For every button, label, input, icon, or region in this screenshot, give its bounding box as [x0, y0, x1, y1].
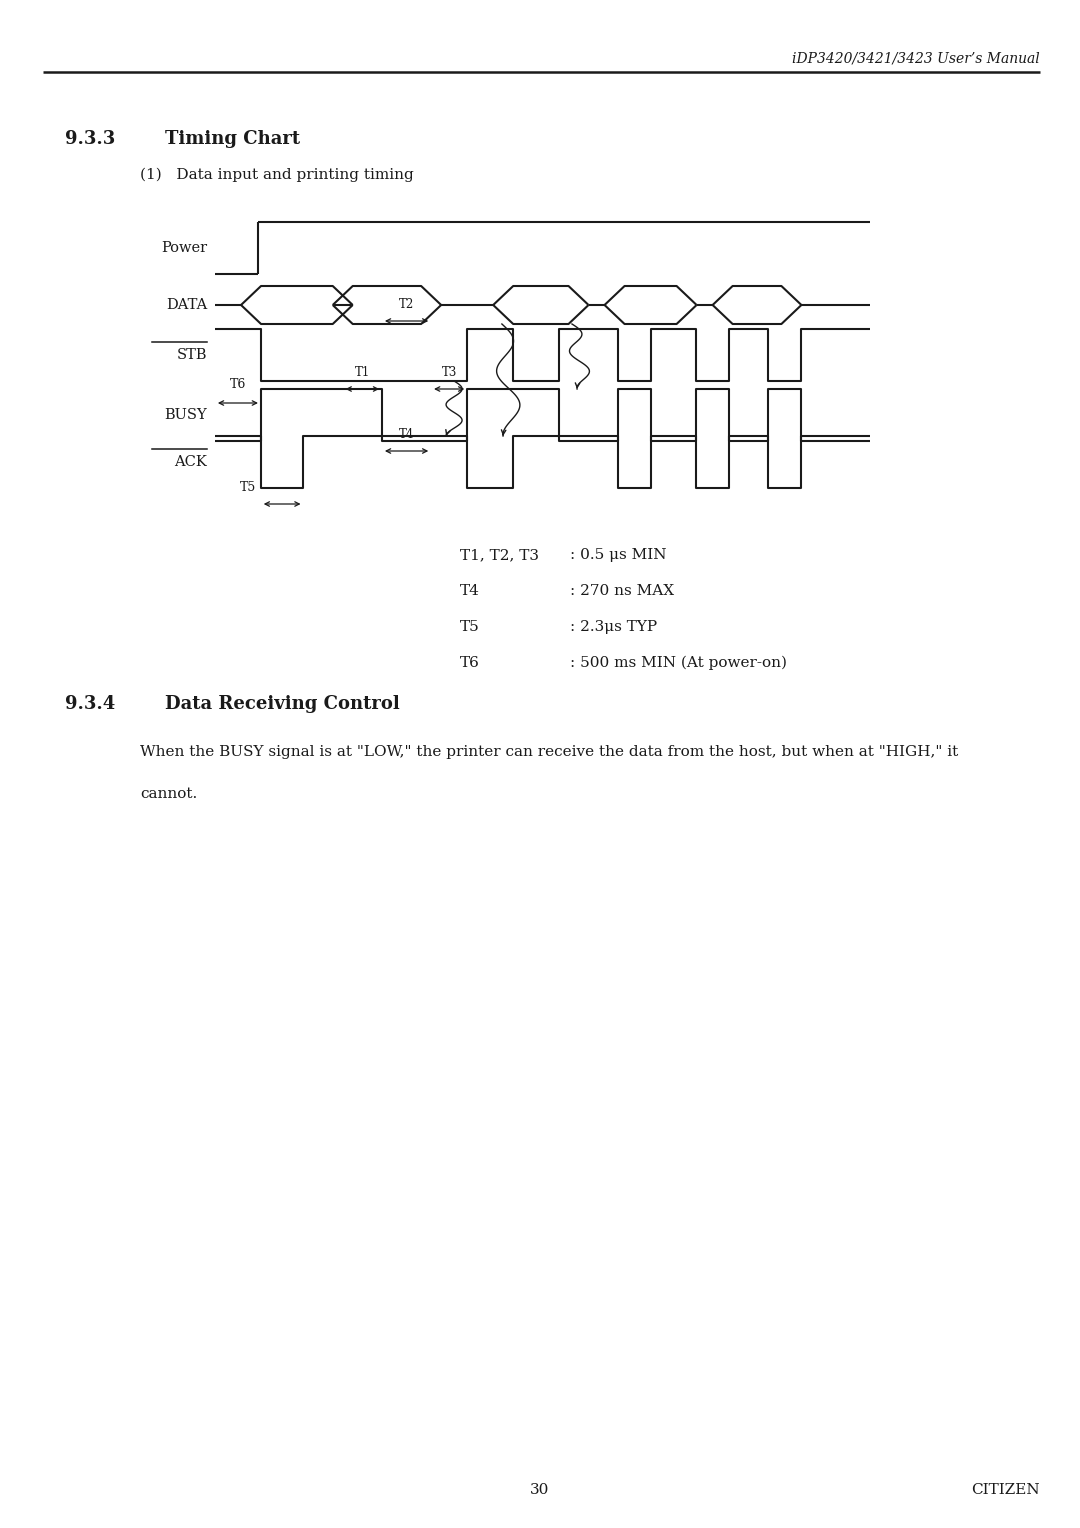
- Text: (1)   Data input and printing timing: (1) Data input and printing timing: [140, 168, 414, 182]
- Text: T5: T5: [460, 620, 480, 634]
- Text: : 2.3μs TYP: : 2.3μs TYP: [570, 620, 657, 634]
- Text: DATA: DATA: [165, 298, 207, 312]
- Text: BUSY: BUSY: [164, 408, 207, 422]
- Text: T6: T6: [460, 656, 480, 669]
- Text: STB: STB: [176, 348, 207, 362]
- Text: Timing Chart: Timing Chart: [165, 130, 300, 148]
- Text: T1: T1: [354, 367, 370, 379]
- Text: T5: T5: [240, 481, 256, 494]
- Text: T2: T2: [399, 298, 415, 312]
- Text: Data Receiving Control: Data Receiving Control: [165, 695, 400, 714]
- Text: CITIZEN: CITIZEN: [971, 1484, 1040, 1497]
- Text: : 500 ms MIN (At power-on): : 500 ms MIN (At power-on): [570, 656, 787, 671]
- Text: T4: T4: [399, 428, 415, 442]
- Text: Power: Power: [161, 241, 207, 255]
- Text: cannot.: cannot.: [140, 787, 198, 801]
- Text: : 0.5 μs MIN: : 0.5 μs MIN: [570, 549, 666, 562]
- Text: 9.3.3: 9.3.3: [65, 130, 116, 148]
- Text: T1, T2, T3: T1, T2, T3: [460, 549, 539, 562]
- Text: T3: T3: [442, 367, 457, 379]
- Text: T6: T6: [230, 377, 246, 391]
- Text: iDP3420/3421/3423 User’s Manual: iDP3420/3421/3423 User’s Manual: [793, 50, 1040, 66]
- Text: T4: T4: [460, 584, 480, 597]
- Text: : 270 ns MAX: : 270 ns MAX: [570, 584, 674, 597]
- Text: 30: 30: [530, 1484, 550, 1497]
- Text: When the BUSY signal is at "LOW," the printer can receive the data from the host: When the BUSY signal is at "LOW," the pr…: [140, 746, 958, 759]
- Text: 9.3.4: 9.3.4: [65, 695, 116, 714]
- Text: ACK: ACK: [174, 455, 207, 469]
